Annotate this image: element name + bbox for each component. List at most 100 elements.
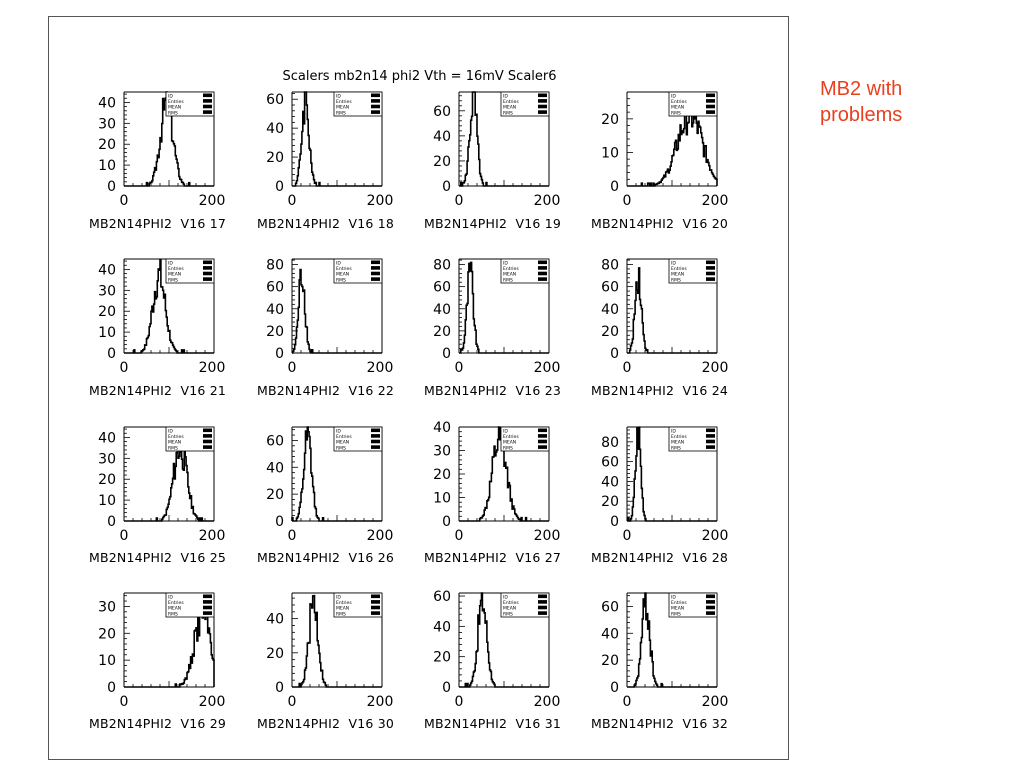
y-tick-label: 20 (98, 472, 116, 488)
y-tick-label: 20 (98, 626, 116, 642)
stats-box-value (371, 266, 380, 270)
stats-box-value (538, 99, 547, 103)
y-tick-label: 30 (98, 283, 116, 299)
y-tick-label: 0 (442, 680, 451, 696)
y-tick-label: 60 (601, 599, 619, 615)
stats-box-value (538, 445, 547, 449)
stats-box-value (538, 434, 547, 438)
x-tick-label: 200 (199, 528, 226, 544)
histogram-label: MB2N14PHI2 V16 21 (89, 383, 227, 398)
y-tick-label: 60 (601, 455, 619, 471)
stats-box-label: ID (168, 261, 173, 267)
stats-box-label: MEAN (503, 272, 516, 278)
stats-box-label: ID (168, 595, 173, 601)
stats-box-label: MEAN (671, 440, 684, 446)
stats-box-value (371, 600, 380, 604)
stats-box-label: ID (336, 94, 341, 100)
stats-box-value (371, 93, 380, 98)
y-tick-label: 40 (433, 302, 451, 318)
stats-box-label: MEAN (671, 105, 684, 111)
y-tick-label: 60 (266, 280, 284, 296)
x-tick-label: 0 (623, 694, 632, 710)
stats-box-value (371, 277, 380, 281)
stats-box-label: MEAN (168, 440, 181, 446)
stats-box-value (706, 266, 715, 270)
stats-box-label: MEAN (503, 606, 516, 612)
annotation-line: MB2 with (820, 78, 903, 100)
histogram-label: MB2N14PHI2 V16 22 (257, 383, 395, 398)
stats-box-label: ID (503, 595, 508, 601)
histogram-label: MB2N14PHI2 V16 28 (591, 550, 729, 565)
x-tick-label: 0 (623, 360, 632, 376)
y-tick-label: 60 (601, 280, 619, 296)
stats-box-label: Entries (671, 434, 687, 440)
stats-box-label: RMS (336, 110, 346, 116)
y-tick-label: 60 (433, 280, 451, 296)
x-tick-label: 200 (367, 193, 394, 209)
x-tick-label: 0 (288, 528, 297, 544)
stats-box-label: MEAN (503, 440, 516, 446)
y-tick-label: 0 (610, 179, 619, 195)
x-tick-label: 0 (455, 360, 464, 376)
stats-box-label: MEAN (671, 272, 684, 278)
y-tick-label: 20 (266, 150, 284, 166)
stats-box-label: Entries (671, 600, 687, 606)
y-tick-label: 20 (266, 487, 284, 503)
histogram-outline (627, 97, 718, 187)
stats-box-label: Entries (503, 600, 519, 606)
histogram-label: MB2N14PHI2 V16 19 (424, 216, 562, 231)
histogram-outline (459, 261, 549, 354)
stats-box-label: MEAN (503, 105, 516, 111)
x-tick-label: 0 (288, 360, 297, 376)
y-tick-label: 20 (98, 304, 116, 320)
histogram-label: MB2N14PHI2 V16 18 (257, 216, 395, 231)
histogram-outline (627, 426, 717, 522)
stats-box-label: Entries (671, 266, 687, 272)
stats-box-value (203, 600, 212, 604)
y-tick-label: 40 (601, 302, 619, 318)
y-tick-label: 20 (266, 646, 284, 662)
stats-box-label: Entries (503, 266, 519, 272)
stats-box-label: Entries (503, 434, 519, 440)
y-tick-label: 20 (601, 653, 619, 669)
stats-box-value (706, 277, 715, 281)
x-tick-label: 0 (120, 528, 129, 544)
stats-box-label: Entries (168, 600, 184, 606)
stats-box-label: Entries (336, 99, 352, 105)
stats-box-value (203, 611, 212, 615)
x-tick-label: 200 (367, 694, 394, 710)
y-tick-label: 0 (107, 179, 116, 195)
y-tick-label: 0 (107, 680, 116, 696)
stats-box-value (371, 260, 380, 265)
histogram-label: MB2N14PHI2 V16 31 (424, 716, 562, 731)
stats-box-label: MEAN (336, 440, 349, 446)
histogram-label: MB2N14PHI2 V16 25 (89, 550, 227, 565)
x-tick-label: 200 (702, 528, 729, 544)
stats-box-label: ID (671, 261, 676, 267)
y-tick-label: 0 (610, 680, 619, 696)
y-tick-label: 20 (433, 467, 451, 483)
y-tick-label: 60 (433, 104, 451, 120)
stats-box-label: MEAN (168, 272, 181, 278)
histogram-label: MB2N14PHI2 V16 27 (424, 550, 562, 565)
y-tick-label: 20 (601, 494, 619, 510)
y-tick-label: 0 (107, 346, 116, 362)
y-tick-label: 40 (433, 619, 451, 635)
x-tick-label: 0 (120, 694, 129, 710)
stats-box-value (371, 428, 380, 433)
stats-box-label: ID (168, 94, 173, 100)
stats-box-label: RMS (503, 277, 513, 283)
y-tick-label: 80 (433, 258, 451, 274)
y-tick-label: 0 (442, 514, 451, 530)
y-tick-label: 40 (98, 95, 116, 111)
stats-box-label: RMS (168, 611, 178, 617)
stats-box-label: RMS (671, 110, 681, 116)
y-tick-label: 40 (266, 121, 284, 137)
y-tick-label: 20 (433, 154, 451, 170)
